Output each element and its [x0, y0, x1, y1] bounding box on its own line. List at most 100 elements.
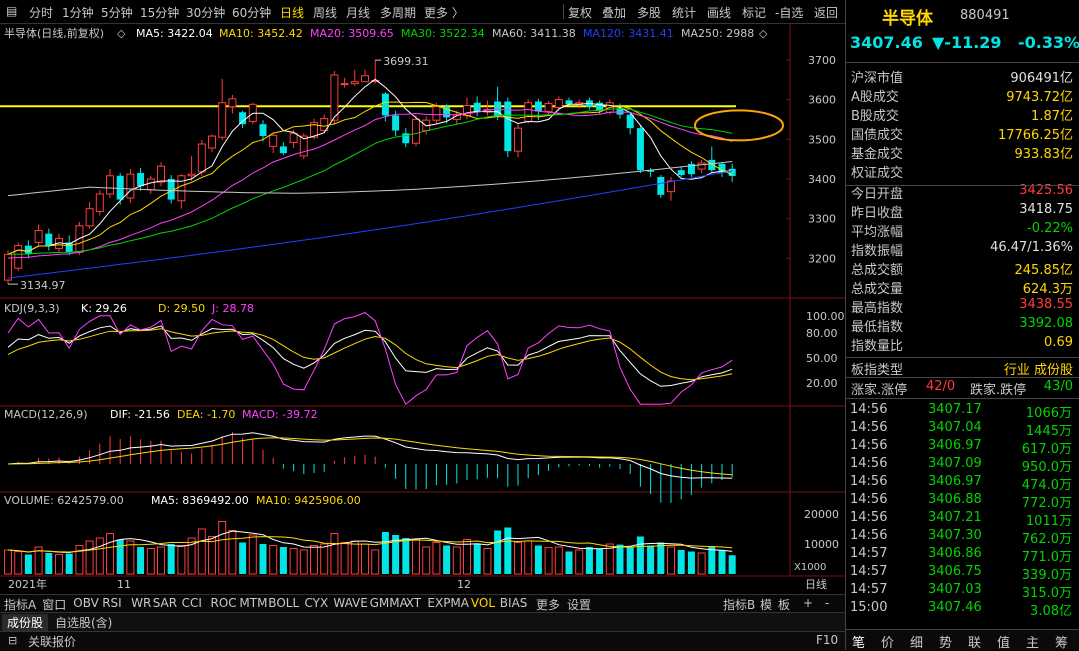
- main-header: 半导体(日线,前复权) ◇ MA5: 3422.04 MA10: 3452.42…: [4, 26, 768, 40]
- indicator-tab[interactable]: WR: [131, 596, 152, 610]
- indicator-tab[interactable]: SAR: [152, 596, 178, 610]
- quote-tab[interactable]: 联: [968, 636, 982, 651]
- candle-body: [157, 165, 165, 183]
- indicator-right-button[interactable]: 指标B: [723, 598, 756, 612]
- indicator-tab[interactable]: 更多: [536, 598, 561, 612]
- quote-tab[interactable]: 筹: [1055, 636, 1069, 651]
- trade-price: 3406.86: [928, 546, 982, 561]
- indicator-tab[interactable]: BIAS: [499, 596, 528, 610]
- related-quote-label[interactable]: 关联报价: [28, 635, 77, 649]
- indicator-tab[interactable]: MTM: [239, 596, 268, 610]
- indicator-right-button[interactable]: 模: [760, 598, 773, 612]
- price-tick-label: 3600: [808, 94, 836, 107]
- stat-row: 总成交额 245.85亿: [846, 258, 1079, 278]
- indicator-right-button[interactable]: 板: [778, 598, 791, 612]
- period-1min[interactable]: 1分钟: [62, 6, 94, 20]
- indicator-tab[interactable]: GMMA: [369, 596, 408, 610]
- indicator-tab[interactable]: CYX: [304, 596, 329, 610]
- remove-watchlist-button[interactable]: -自选: [775, 6, 804, 20]
- indicator-tab[interactable]: XT: [405, 596, 422, 610]
- board-type-row: 板指类型 行业 成份股: [846, 358, 1079, 378]
- indicator-tab[interactable]: EXPMA: [427, 596, 469, 610]
- candle-body: [728, 168, 736, 176]
- quote-tab[interactable]: 价: [881, 636, 895, 651]
- period-weekly[interactable]: 周线: [313, 6, 338, 20]
- volume-bar: [85, 540, 94, 575]
- candle-body: [514, 127, 522, 152]
- adjust-button[interactable]: 复权: [568, 6, 593, 20]
- ma60-label: MA60: 3411.38: [492, 27, 576, 40]
- candle-body: [443, 106, 451, 118]
- indicator-tab[interactable]: 指标A: [4, 598, 37, 612]
- indicator-tab[interactable]: ROC: [210, 596, 237, 610]
- indicator-tab[interactable]: RSI: [102, 596, 122, 610]
- tab-watchlist[interactable]: 自选股(含): [55, 616, 113, 630]
- period-5min[interactable]: 5分钟: [101, 6, 133, 20]
- kdj-tick-label: 80.00: [806, 327, 838, 340]
- moving-average-lines: [7, 59, 784, 285]
- stat-label: 今日开盘: [851, 187, 904, 202]
- period-fenshi[interactable]: 分时: [29, 6, 54, 20]
- indicator-tab[interactable]: 窗口: [42, 598, 67, 612]
- candle-body: [197, 143, 206, 173]
- candle-body: [126, 173, 135, 199]
- quote-tab[interactable]: 主: [1026, 636, 1040, 651]
- kdj-j-line: [7, 311, 733, 405]
- candle-body: [647, 170, 655, 172]
- collapse-icon[interactable]: ⊟: [8, 634, 18, 647]
- trade-time: 14:57: [850, 564, 888, 579]
- tab-constituents[interactable]: 成份股: [2, 614, 49, 631]
- mark-button[interactable]: 标记: [742, 6, 767, 20]
- price-tick-label: 3500: [808, 133, 836, 146]
- quote-tab[interactable]: 细: [910, 636, 924, 651]
- period-15min[interactable]: 15分钟: [140, 6, 180, 20]
- f10-button[interactable]: F10: [816, 633, 839, 647]
- multi-stock-button[interactable]: 多股: [637, 6, 662, 20]
- trade-price: 3407.46: [928, 600, 982, 615]
- macd-header: MACD(12,26,9) DIF: -21.56 DEA: -1.70 MAC…: [4, 408, 318, 421]
- kline-chart[interactable]: 半导体(日线,前复权) ◇ MA5: 3422.04 MA10: 3452.42…: [0, 24, 845, 594]
- candle-body: [289, 132, 298, 143]
- volume-bar: [310, 545, 318, 575]
- volume-bar: [514, 542, 522, 575]
- volume-bar: [677, 550, 685, 574]
- divider: [846, 357, 1079, 358]
- macd-dea-label: DEA: -1.70: [177, 408, 235, 421]
- volume-bar: [75, 545, 84, 575]
- volume-bar: [473, 544, 481, 574]
- volume-bar: [197, 528, 206, 575]
- board-type-value[interactable]: 行业 成份股: [1003, 363, 1073, 378]
- volume-bar: [544, 547, 553, 575]
- back-button[interactable]: 返回: [814, 6, 839, 20]
- quote-tab[interactable]: 值: [997, 636, 1011, 651]
- period-daily[interactable]: 日线: [280, 6, 305, 20]
- volume-bar: [697, 552, 706, 575]
- indicator-right-button[interactable]: -: [825, 596, 830, 610]
- stat-label: 平均涨幅: [851, 225, 904, 240]
- volume-ma5-line: [7, 530, 733, 554]
- stat-label: 指数量比: [851, 339, 904, 354]
- quote-tab[interactable]: 笔: [852, 636, 866, 651]
- draw-line-button[interactable]: 画线: [707, 6, 732, 20]
- indicator-tab[interactable]: BOLL: [268, 596, 300, 610]
- macd-dea-line: [7, 437, 733, 476]
- stats-button[interactable]: 统计: [672, 6, 697, 20]
- indicator-tab[interactable]: 设置: [567, 598, 592, 612]
- quote-tab[interactable]: 势: [939, 636, 953, 651]
- period-more[interactable]: 更多 〉: [424, 6, 464, 20]
- stat-value: 933.83亿: [1014, 147, 1074, 162]
- overlay-button[interactable]: 叠加: [602, 6, 627, 20]
- menu-toggle-icon[interactable]: ▤: [6, 4, 18, 18]
- period-multi[interactable]: 多周期: [380, 6, 417, 20]
- indicator-tab[interactable]: OBV: [73, 596, 99, 610]
- indicator-tab[interactable]: VOL: [470, 596, 496, 610]
- period-30min[interactable]: 30分钟: [186, 6, 226, 20]
- indicator-right-button[interactable]: +: [803, 596, 814, 610]
- indicator-tab[interactable]: WAVE: [333, 596, 368, 610]
- volume-bar: [340, 542, 349, 575]
- indicator-tab[interactable]: CCI: [181, 596, 202, 610]
- candle-body: [239, 112, 247, 125]
- stat-label: 国债成交: [851, 128, 904, 143]
- period-60min[interactable]: 60分钟: [232, 6, 272, 20]
- period-monthly[interactable]: 月线: [346, 6, 371, 20]
